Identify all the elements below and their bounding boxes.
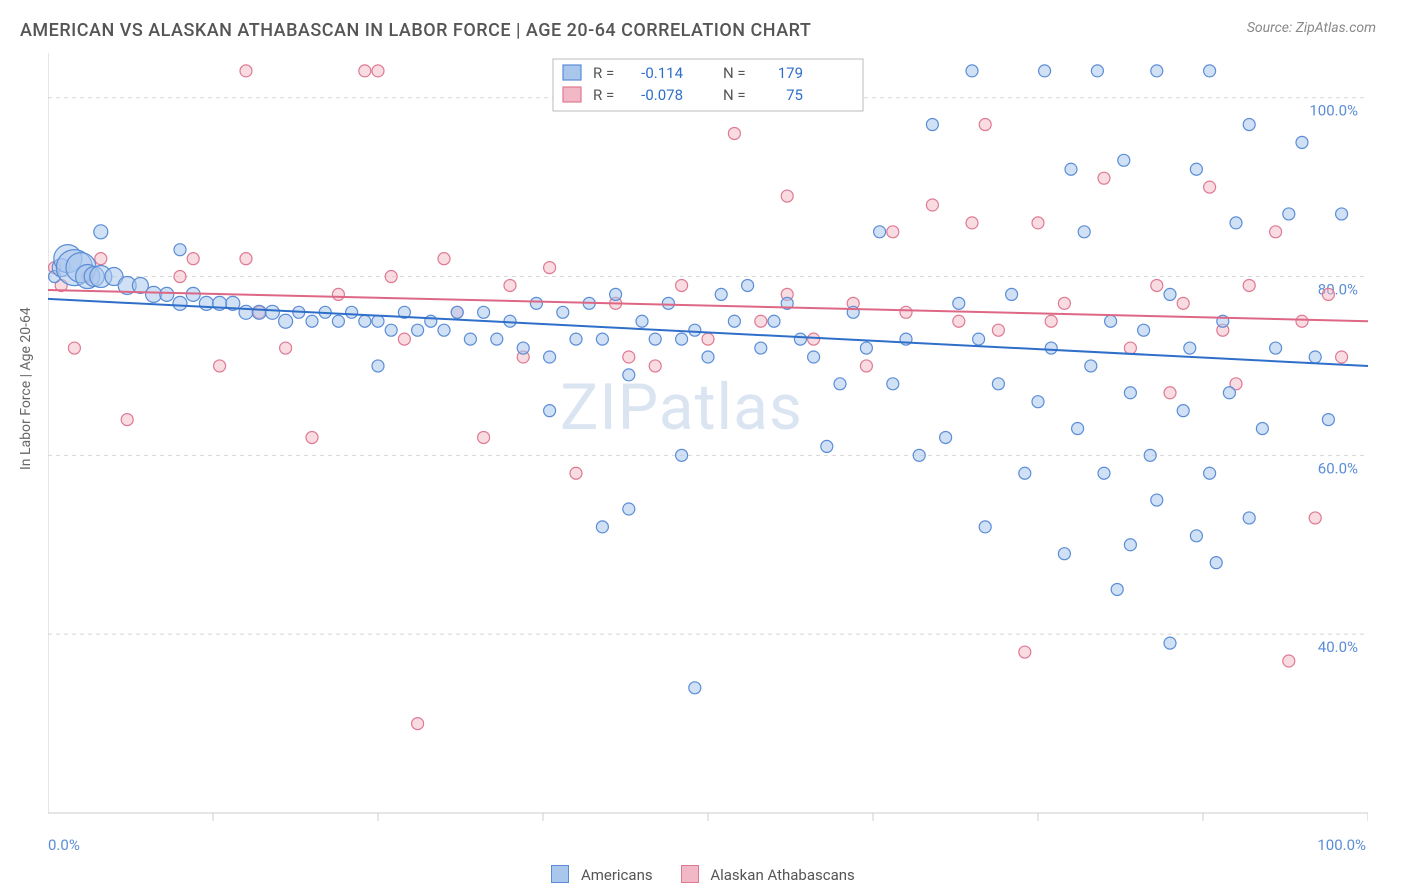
svg-text:-0.078: -0.078 [641,86,683,104]
x-axis-min-label: 0.0% [48,836,80,854]
svg-text:100.0%: 100.0% [1309,102,1358,120]
y-axis-label: In Labor Force | Age 20-64 [18,307,34,470]
scatter-chart: 40.0%60.0%80.0%100.0%R =-0.114N =179R =-… [48,53,1368,843]
svg-text:R =: R = [593,86,614,104]
svg-text:75: 75 [786,86,803,104]
legend-swatch-athabascans [681,865,699,883]
svg-text:40.0%: 40.0% [1318,638,1358,656]
legend-label: Alaskan Athabascans [710,866,854,884]
svg-text:179: 179 [778,64,803,82]
svg-text:-0.114: -0.114 [641,64,683,82]
chart-title: AMERICAN VS ALASKAN ATHABASCAN IN LABOR … [20,20,811,41]
legend-item-americans: Americans [551,865,652,884]
legend: Americans Alaskan Athabascans [0,865,1406,884]
chart-container: 40.0%60.0%80.0%100.0%R =-0.114N =179R =-… [48,53,1406,847]
legend-item-athabascans: Alaskan Athabascans [681,865,855,884]
legend-label: Americans [581,866,653,884]
svg-text:N =: N = [723,86,746,104]
svg-text:60.0%: 60.0% [1318,459,1358,477]
source-attribution: Source: ZipAtlas.com [1247,20,1376,36]
svg-text:N =: N = [723,64,746,82]
x-axis-max-label: 100.0% [1317,836,1366,854]
legend-swatch-americans [551,865,569,883]
svg-text:R =: R = [593,64,614,82]
